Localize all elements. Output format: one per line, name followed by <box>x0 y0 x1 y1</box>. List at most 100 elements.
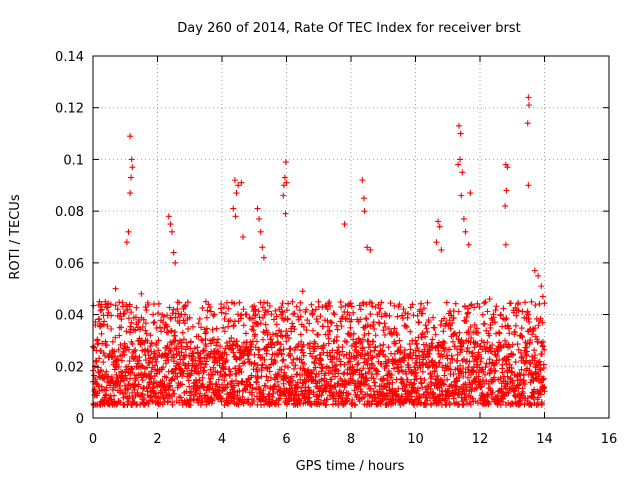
data-point <box>315 298 322 305</box>
data-point <box>529 331 536 338</box>
data-point <box>436 359 443 366</box>
data-point <box>214 348 221 355</box>
data-point <box>145 400 152 407</box>
data-point <box>180 317 187 324</box>
grid-layer <box>93 56 609 418</box>
data-point <box>237 365 244 372</box>
data-point <box>174 373 181 380</box>
data-point <box>467 401 474 408</box>
data-point <box>471 304 478 311</box>
data-point <box>363 316 370 323</box>
data-point <box>108 374 115 381</box>
data-point <box>273 313 280 320</box>
data-point <box>153 358 160 365</box>
data-point <box>403 370 410 377</box>
data-point <box>490 314 497 321</box>
data-point <box>330 310 337 317</box>
data-point <box>535 272 542 279</box>
data-point <box>278 304 285 311</box>
data-point <box>389 379 396 386</box>
data-point <box>519 353 526 360</box>
data-point <box>202 361 209 368</box>
data-point <box>98 303 105 310</box>
data-point <box>279 308 286 315</box>
data-point <box>492 307 499 314</box>
data-point <box>283 338 290 345</box>
y-tick-label: 0.12 <box>55 102 84 117</box>
data-point <box>206 354 213 361</box>
data-point <box>272 307 279 314</box>
data-point <box>280 346 287 353</box>
data-point <box>538 401 545 408</box>
data-point <box>230 322 237 329</box>
data-point <box>533 402 540 409</box>
data-point <box>387 374 394 381</box>
data-point <box>502 316 509 323</box>
data-point <box>103 391 110 398</box>
data-point <box>263 347 270 354</box>
data-point <box>462 396 469 403</box>
data-point <box>148 375 155 382</box>
data-point <box>338 323 345 330</box>
data-point <box>168 376 175 383</box>
data-point <box>418 300 425 307</box>
data-point <box>203 358 210 365</box>
data-point <box>230 395 237 402</box>
data-point <box>217 343 224 350</box>
data-point <box>326 298 333 305</box>
data-point <box>170 249 177 256</box>
data-point <box>529 353 536 360</box>
data-point <box>125 398 132 405</box>
data-point <box>312 364 319 371</box>
data-point <box>164 312 171 319</box>
data-point <box>234 343 241 350</box>
data-point <box>345 390 352 397</box>
data-point <box>515 307 522 314</box>
data-point <box>223 351 230 358</box>
data-point <box>324 317 331 324</box>
data-point <box>524 308 531 315</box>
data-point <box>447 360 454 366</box>
data-point <box>466 358 473 365</box>
data-point <box>197 401 204 408</box>
data-point <box>519 308 526 315</box>
data-point <box>169 401 176 408</box>
data-point <box>230 382 237 389</box>
data-point <box>101 376 108 383</box>
data-point <box>421 376 428 383</box>
data-point <box>527 360 534 367</box>
data-point <box>298 338 305 345</box>
data-point <box>124 306 131 313</box>
data-point <box>283 307 290 314</box>
data-point <box>465 309 472 316</box>
data-point <box>121 351 128 358</box>
data-point <box>96 298 103 305</box>
data-point <box>150 319 157 326</box>
data-point <box>160 313 167 320</box>
data-point <box>255 308 262 315</box>
data-point <box>310 389 317 396</box>
data-point <box>315 370 322 377</box>
data-point <box>431 368 438 375</box>
data-point <box>115 356 122 363</box>
data-point <box>337 358 344 365</box>
data-point <box>449 356 456 363</box>
data-point <box>303 306 310 313</box>
data-point <box>143 307 150 314</box>
data-point <box>425 392 432 399</box>
data-point <box>447 325 454 332</box>
data-point <box>367 323 374 330</box>
data-point <box>512 322 519 329</box>
data-point <box>537 367 544 374</box>
data-point <box>385 344 392 351</box>
data-point <box>495 329 502 336</box>
data-point <box>291 326 298 333</box>
data-point <box>120 377 127 384</box>
data-point <box>464 374 471 381</box>
data-point <box>354 361 361 368</box>
data-point <box>261 401 268 408</box>
data-point <box>288 373 295 380</box>
data-point <box>142 357 149 364</box>
data-point <box>138 362 145 369</box>
data-point <box>481 320 488 327</box>
